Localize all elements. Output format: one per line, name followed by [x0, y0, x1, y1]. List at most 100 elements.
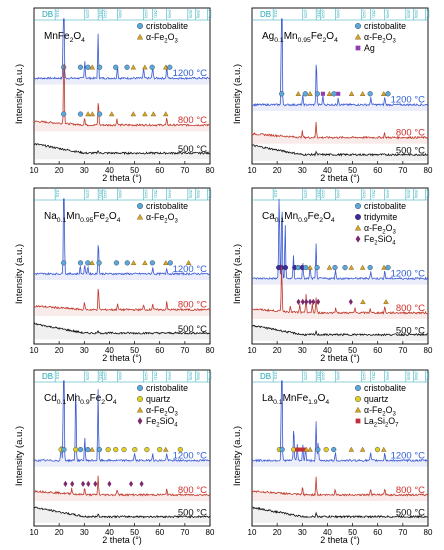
peak-marker-triangle [185, 260, 192, 265]
formula-text: α-Fe [146, 405, 164, 415]
xrd-trace [251, 198, 429, 281]
trace-fill [34, 64, 210, 132]
peak-marker-circle [282, 264, 289, 271]
y-axis-label: Intensity (a.u.) [232, 64, 243, 124]
subscript-text: 2 [323, 37, 327, 44]
peak-marker-circle [355, 23, 362, 30]
peak-marker-circle [136, 385, 143, 392]
formula-text: La [364, 416, 374, 426]
subscript-text: 2 [156, 422, 160, 428]
peak-marker-triangle [348, 446, 355, 452]
subscript-text: 2 [319, 217, 323, 224]
formula-text: Fe [308, 211, 320, 222]
peak-marker-circle [149, 260, 156, 266]
x-tick-label: 30 [298, 346, 307, 355]
peak-marker-circle [77, 64, 84, 70]
x-axis-label: 2 theta (°) [320, 173, 360, 183]
panel-title: Ca0.1Mn0.9Fe2O4 [262, 211, 335, 224]
peak-marker-triangle [89, 111, 96, 117]
peak-marker-triangle [108, 111, 115, 117]
peak-marker-circle [97, 64, 103, 70]
hkl-label: (311) [99, 372, 103, 380]
subscript-text: 2 [164, 411, 168, 417]
legend-entry: α-Fe2O3 [364, 32, 396, 44]
subscript-text: 3 [392, 411, 396, 417]
formula-text: O [386, 223, 393, 233]
xrd-trace [33, 64, 211, 127]
x-tick-label: 50 [130, 346, 139, 355]
hkl-label: (111) [56, 372, 60, 380]
peak-marker-circle [105, 446, 111, 453]
temperature-label: 500 °C [178, 144, 207, 155]
trace-fill [252, 144, 428, 161]
y-axis-label: Intensity (a.u.) [14, 64, 25, 124]
x-tick-label: 50 [348, 166, 357, 175]
formula-text: O [323, 211, 331, 222]
subscript-text: 4 [334, 37, 338, 44]
peak-marker-triangle [130, 260, 137, 265]
hkl-label: (400) [118, 372, 122, 380]
formula-text: cristobalite [146, 201, 188, 211]
x-tick-label: 20 [273, 528, 282, 537]
peak-marker-circle [61, 260, 67, 266]
peak-marker-circle [167, 260, 173, 266]
peak-marker-circle [323, 446, 329, 453]
x-tick-label: 80 [424, 166, 433, 175]
formula-text: quartz [364, 394, 388, 404]
hkl-label: (444) [426, 372, 430, 380]
panel-title: Na0.1Mn0.95Fe2O4 [44, 211, 121, 224]
subscript-text: 4 [331, 217, 335, 224]
formula-text: Fe [93, 211, 105, 222]
peak-marker-triangle [89, 260, 95, 265]
formula-text: cristobalite [364, 383, 406, 393]
subscript-text: 3 [392, 229, 396, 235]
legend-entry: quartz [146, 394, 170, 404]
hkl-label: (533) [414, 372, 418, 380]
hkl-label: (400) [336, 190, 340, 198]
peak-marker-circle [85, 260, 91, 266]
x-tick-label: 30 [298, 166, 307, 175]
peak-marker-circle [157, 446, 163, 453]
hkl-label: (222) [321, 190, 325, 198]
subscript-text: 2 [382, 229, 386, 235]
hkl-label: (511) [371, 10, 375, 18]
hkl-label: (533) [196, 190, 200, 198]
temperature-label: 1200 °C [173, 264, 208, 275]
peak-marker-diamond [304, 298, 309, 305]
x-tick-label: 40 [323, 528, 332, 537]
hkl-label: (620) [188, 10, 192, 18]
xrd-panel: (111) (220) (311) (222) (400) (422) (511) (440)… [232, 7, 433, 183]
subscript-text: 2 [374, 422, 378, 428]
hkl-label: (440) [167, 372, 171, 380]
legend-entry: cristobalite [146, 21, 188, 31]
peak-marker-triangle [326, 90, 333, 96]
formula-text: Fe [90, 393, 102, 404]
peak-marker-diamond [70, 480, 75, 487]
x-axis-label: 2 theta (°) [102, 173, 142, 183]
subscript-text: 3 [174, 218, 178, 224]
trace-fill [252, 324, 428, 341]
peak-marker-triangle [130, 64, 137, 70]
xrd-trace [251, 506, 429, 519]
formula-text: cristobalite [146, 383, 188, 393]
db-label: DB [42, 10, 53, 19]
subscript-text: 0.9 [298, 217, 308, 224]
trace-fill [34, 143, 210, 160]
peak-marker-triangle [89, 446, 95, 452]
formula-text: O [168, 32, 175, 42]
formula-text: O [168, 212, 175, 222]
subscript-text: 3 [392, 38, 396, 44]
hkl-label: (444) [426, 190, 430, 198]
x-tick-label: 70 [398, 528, 407, 537]
peak-marker-circle [279, 91, 285, 97]
temperature-label: 1200 °C [173, 450, 208, 461]
xrd-trace [33, 475, 211, 497]
formula-text: Ca [262, 211, 275, 222]
formula-text: α-Fe [364, 32, 382, 42]
x-tick-label: 70 [180, 528, 189, 537]
x-tick-label: 60 [155, 528, 164, 537]
hkl-label: (511) [153, 190, 157, 198]
peak-marker-circle [355, 385, 362, 392]
peak-marker-circle [374, 446, 381, 453]
